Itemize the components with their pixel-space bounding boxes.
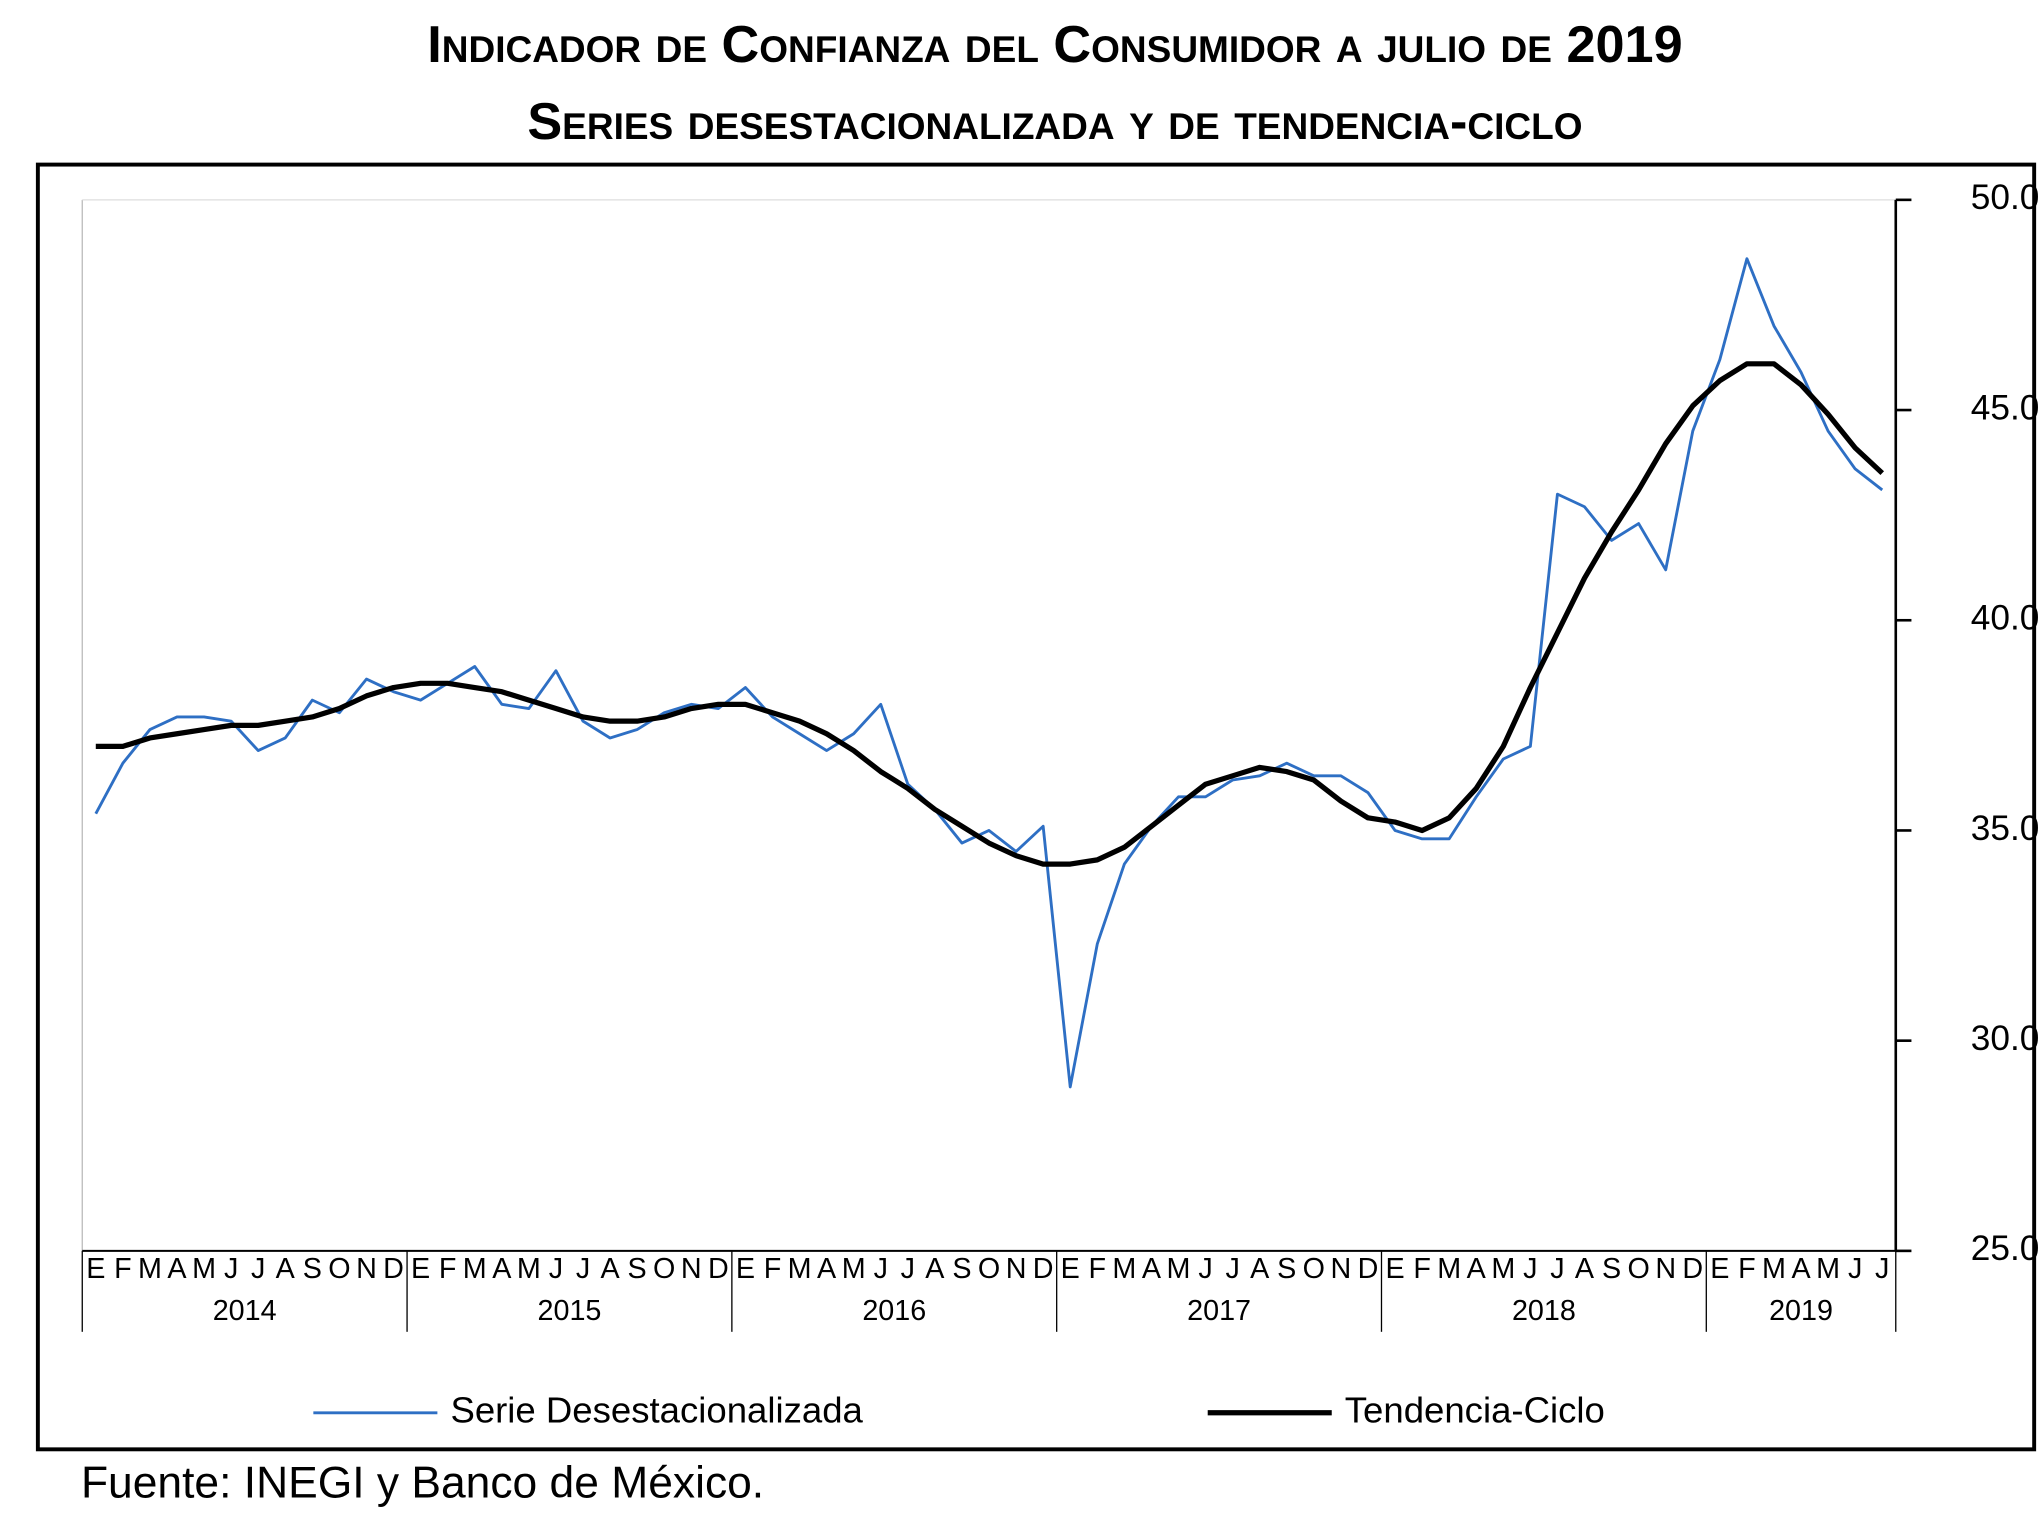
x-tick-label: J (224, 1253, 238, 1285)
x-tick-label: O (1303, 1253, 1325, 1285)
year-label: 2014 (213, 1295, 277, 1327)
x-tick-label: F (1089, 1253, 1107, 1285)
y-tick-label: 30.0 (1971, 1019, 2040, 1058)
x-tick-label: M (138, 1253, 162, 1285)
x-tick-label: J (576, 1253, 590, 1285)
x-tick-label: J (901, 1253, 915, 1285)
x-tick-label: A (492, 1253, 512, 1285)
x-tick-label: E (411, 1253, 430, 1285)
year-label: 2015 (538, 1295, 602, 1327)
x-tick-label: J (1198, 1253, 1212, 1285)
x-tick-label: M (1437, 1253, 1461, 1285)
x-tick-label: S (628, 1253, 647, 1285)
x-tick-label: M (788, 1253, 812, 1285)
x-tick-label: E (1061, 1253, 1080, 1285)
x-tick-label: N (1006, 1253, 1027, 1285)
x-tick-label: F (1738, 1253, 1756, 1285)
x-tick-label: A (1575, 1253, 1595, 1285)
x-tick-label: M (1762, 1253, 1786, 1285)
y-tick-label: 50.0 (1971, 178, 2040, 217)
year-label: 2017 (1187, 1295, 1251, 1327)
x-tick-label: A (925, 1253, 945, 1285)
series-line (94, 257, 1884, 1089)
x-tick-label: J (1225, 1253, 1239, 1285)
x-tick-label: O (653, 1253, 675, 1285)
x-tick-label: A (167, 1253, 187, 1285)
x-tick-label: D (1682, 1253, 1703, 1285)
x-tick-label: D (1358, 1253, 1379, 1285)
x-tick-label: E (1385, 1253, 1404, 1285)
x-tick-label: M (1112, 1253, 1136, 1285)
x-tick-label: M (1816, 1253, 1840, 1285)
x-tick-label: N (681, 1253, 702, 1285)
x-tick-label: E (1710, 1253, 1729, 1285)
year-label: 2016 (862, 1295, 926, 1327)
y-tick-label: 35.0 (1971, 809, 2040, 848)
chart-subtitle: Series desestacionalizada y de tendencia… (527, 93, 1582, 151)
y-tick-label: 45.0 (1971, 388, 2040, 427)
x-tick-label: M (1491, 1253, 1515, 1285)
x-tick-label: A (1250, 1253, 1270, 1285)
x-tick-label: D (708, 1253, 729, 1285)
x-tick-label: O (1627, 1253, 1649, 1285)
x-tick-label: M (1167, 1253, 1191, 1285)
x-tick-label: F (114, 1253, 132, 1285)
x-tick-label: N (356, 1253, 377, 1285)
x-tick-label: A (817, 1253, 837, 1285)
x-tick-label: N (1655, 1253, 1676, 1285)
x-tick-label: D (383, 1253, 404, 1285)
x-tick-label: J (874, 1253, 888, 1285)
x-tick-label: S (1602, 1253, 1621, 1285)
year-label: 2018 (1512, 1295, 1576, 1327)
x-tick-label: O (978, 1253, 1000, 1285)
year-label: 2019 (1769, 1295, 1833, 1327)
x-tick-label: M (517, 1253, 541, 1285)
legend-label: Serie Desestacionalizada (450, 1389, 863, 1430)
x-tick-label: M (463, 1253, 487, 1285)
x-tick-label: D (1033, 1253, 1054, 1285)
x-tick-label: M (842, 1253, 866, 1285)
chart-title: Indicador de Confianza del Consumidor a … (427, 16, 1682, 74)
x-tick-label: N (1331, 1253, 1352, 1285)
x-tick-label: A (1791, 1253, 1811, 1285)
series-line (95, 361, 1885, 867)
x-tick-label: S (1277, 1253, 1296, 1285)
x-tick-label: A (276, 1253, 296, 1285)
x-tick-label: J (1875, 1253, 1889, 1285)
x-tick-label: A (1467, 1253, 1487, 1285)
x-tick-label: J (549, 1253, 563, 1285)
x-tick-label: J (1523, 1253, 1537, 1285)
y-tick-label: 25.0 (1971, 1229, 2040, 1268)
frame (35, 162, 2037, 1452)
x-tick-label: E (736, 1253, 755, 1285)
legend-label: Tendencia-Ciclo (1345, 1389, 1605, 1430)
x-tick-label: F (1413, 1253, 1431, 1285)
x-tick-label: S (303, 1253, 322, 1285)
x-tick-label: F (764, 1253, 782, 1285)
x-tick-label: F (439, 1253, 457, 1285)
y-tick-label: 40.0 (1971, 599, 2040, 638)
x-tick-label: A (1142, 1253, 1162, 1285)
x-tick-label: S (952, 1253, 971, 1285)
x-tick-label: J (1848, 1253, 1862, 1285)
x-tick-label: E (86, 1253, 105, 1285)
x-tick-label: M (192, 1253, 216, 1285)
x-tick-label: J (251, 1253, 265, 1285)
source: Fuente: INEGI y Banco de México. (81, 1459, 764, 1508)
x-tick-label: A (600, 1253, 620, 1285)
x-tick-label: J (1550, 1253, 1564, 1285)
x-tick-label: O (328, 1253, 350, 1285)
